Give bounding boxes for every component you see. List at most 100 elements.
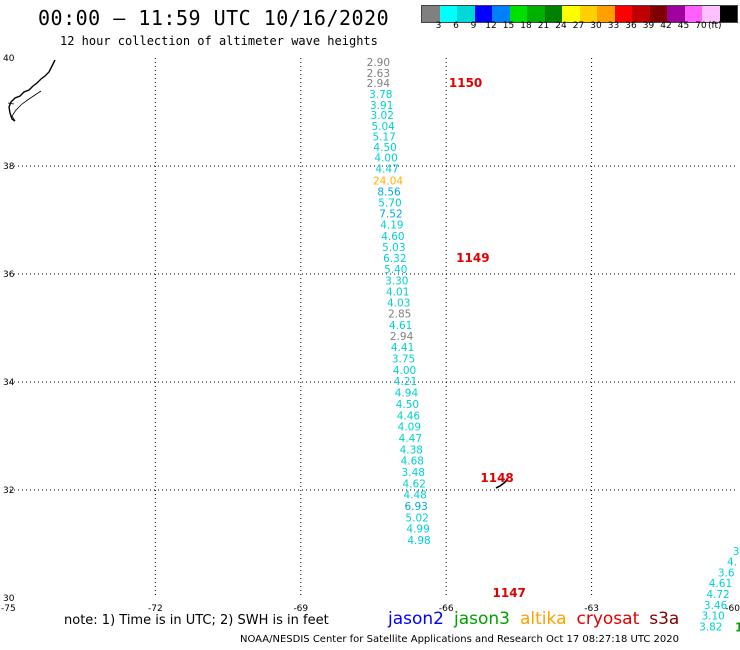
wave-height-value: 3.75 [392,354,415,366]
legend-swatch [719,6,737,22]
longitude-tick-label: -72 [148,604,163,614]
wave-height-value: 3.48 [402,467,425,479]
latitude-tick-label: 34 [3,378,15,388]
wave-height-value: 5.17 [372,132,395,144]
legend-swatch [544,6,562,22]
wave-height-value: 4.48 [403,490,426,502]
satellite-name: jason2 [388,609,444,629]
wave-height-value: 4.19 [380,220,403,232]
legend-swatch [527,6,545,22]
longitude-tick-label: -75 [1,604,16,614]
latitude-tick-label: 38 [3,162,15,172]
wave-height-value: 3.91 [370,100,393,112]
wave-height-value: 4.41 [391,342,414,354]
bermuda-island [495,479,508,489]
legend-label: 27 [572,21,585,31]
units-note: note: 1) Time is in UTC; 2) SWH is in fe… [64,613,329,628]
wave-height-value: 4.09 [398,422,421,434]
wave-height-value: 3.82 [699,621,722,633]
wave-height-value: 3.6 [718,567,735,579]
legend-swatch [684,6,702,22]
wave-height-value: 3.30 [385,275,408,287]
legend-label: 45 [677,21,690,31]
legend-label: 9 [470,21,477,31]
legend-unit: (ft) [708,21,722,31]
satellite-name: jason3 [454,609,510,629]
wave-height-value: 5.40 [384,264,407,276]
wave-height-value: 4.01 [386,287,409,299]
legend-label: 30 [590,21,602,31]
pass-time-label: 1150 [449,76,482,90]
wave-height-value: 2.63 [367,68,390,80]
pass-time-label: 1147 [493,586,526,600]
wave-height-value: 5.02 [405,512,428,524]
wave-height-value: 3.78 [369,89,392,101]
wave-height-value: 4.03 [387,297,410,309]
map-title: 00:00 – 11:59 UTC 10/16/2020 [38,6,390,30]
legend-swatch [439,6,457,22]
wave-height-value: 3 [733,546,740,558]
wave-height-value: 3.02 [371,110,394,122]
legend-swatch [667,6,685,22]
wave-height-value: 4.38 [400,444,423,456]
latitude-tick-label: 30 [3,594,15,604]
pass-time-label: 1149 [456,251,489,265]
wave-height-value: 6.93 [404,501,427,513]
wave-height-value: 4.68 [401,456,424,468]
wave-height-value: 4.50 [396,399,419,411]
legend-swatch [492,6,510,22]
latitude-tick-label: 40 [3,54,15,64]
wave-height-value: 4.62 [403,478,426,490]
wave-height-value: 4.99 [406,524,429,536]
wave-height-value: 4. [727,557,737,569]
legend-label: 3 [435,21,442,31]
legend-swatch [509,6,527,22]
longitude-tick-label: -60 [725,604,740,614]
wave-height-value: 4.94 [395,388,419,400]
legend-swatch [632,6,650,22]
wave-height-value: 4.00 [393,365,416,377]
longitude-tick-label: -69 [293,604,308,614]
wave-height-value: 4.98 [407,535,430,547]
wave-height-value: 4.60 [381,231,404,243]
wave-height-value: 4.47 [399,433,422,445]
legend-swatch [614,6,632,22]
wave-height-value: 4.21 [394,376,417,388]
legend-label: 6 [453,21,459,31]
legend-swatch [562,6,580,22]
pass-time-label: 1148 [480,471,513,485]
wave-height-value: 3.10 [701,611,724,623]
longitude-tick-label: -66 [439,604,454,614]
credit-line: NOAA/NESDIS Center for Satellite Applica… [240,634,679,645]
legend-swatch [457,6,475,22]
legend-swatch [649,6,667,22]
legend-label: 18 [520,21,532,31]
latitude-tick-label: 36 [3,270,15,280]
legend-label: 33 [607,21,620,31]
wave-height-value: 3.46 [704,600,728,612]
legend-label: 15 [502,21,515,31]
wave-height-value: 5.04 [371,121,395,133]
coastline [7,59,56,122]
legend-label: 42 [660,21,672,31]
legend-label: 12 [485,21,497,31]
legend-label: 21 [537,21,550,31]
satellite-name: altika [520,609,567,629]
wave-height-value: 8.56 [377,187,401,199]
wave-height-value: 6.32 [383,253,406,265]
legend-swatch [579,6,597,22]
map-subtitle: 12 hour collection of altimeter wave hei… [60,34,378,48]
wave-height-value: 4.47 [375,163,398,175]
wave-height-value: 2.94 [390,331,414,343]
legend-label: 24 [555,21,567,31]
wave-height-value: 4.72 [706,589,729,601]
longitude-tick-label: -63 [584,604,599,614]
wave-height-value: 2.94 [367,78,391,90]
legend-swatch [474,6,492,22]
legend-swatch [702,6,720,22]
wave-height-value: 4.46 [397,410,421,422]
legend-label: 70 [695,21,707,31]
wave-height-value: 5.03 [382,242,405,254]
